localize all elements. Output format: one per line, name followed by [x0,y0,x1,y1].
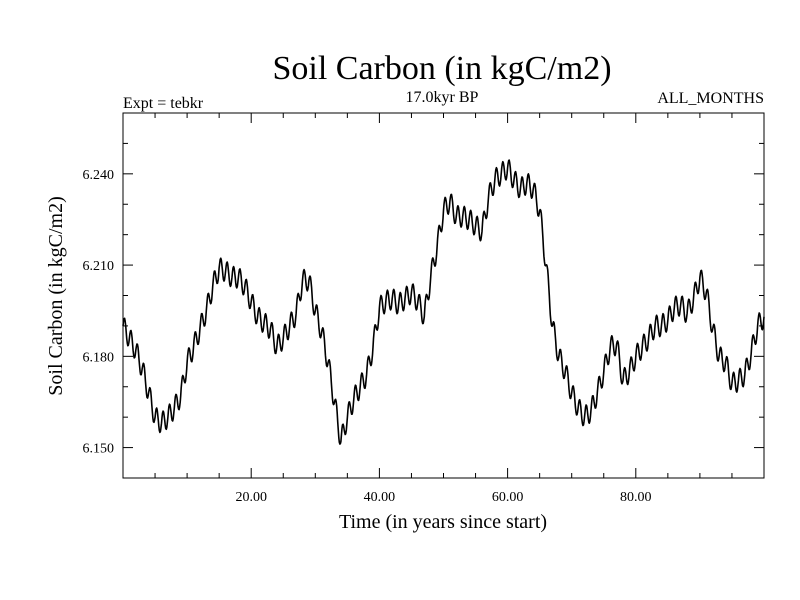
months-label: ALL_MONTHS [657,90,764,107]
x-tick-label: 20.00 [235,490,267,505]
y-axis-label: Soil Carbon (in kgC/m2) [45,196,67,395]
y-tick-label: 6.240 [83,168,115,183]
y-tick-label: 6.150 [83,442,115,457]
x-tick-label: 80.00 [620,490,652,505]
y-tick-label: 6.180 [83,350,115,365]
chart-subtitle: 17.0kyr BP [406,89,479,106]
chart-title: Soil Carbon (in kgC/m2) [272,50,611,87]
x-axis-label: Time (in years since start) [339,511,547,533]
plot-frame [122,112,765,479]
x-tick-label: 40.00 [364,490,396,505]
x-tick-label: 60.00 [492,490,524,505]
experiment-label: Expt = tebkr [123,95,204,112]
series-line-soil-carbon [122,159,765,445]
y-tick-label: 6.210 [83,259,115,274]
